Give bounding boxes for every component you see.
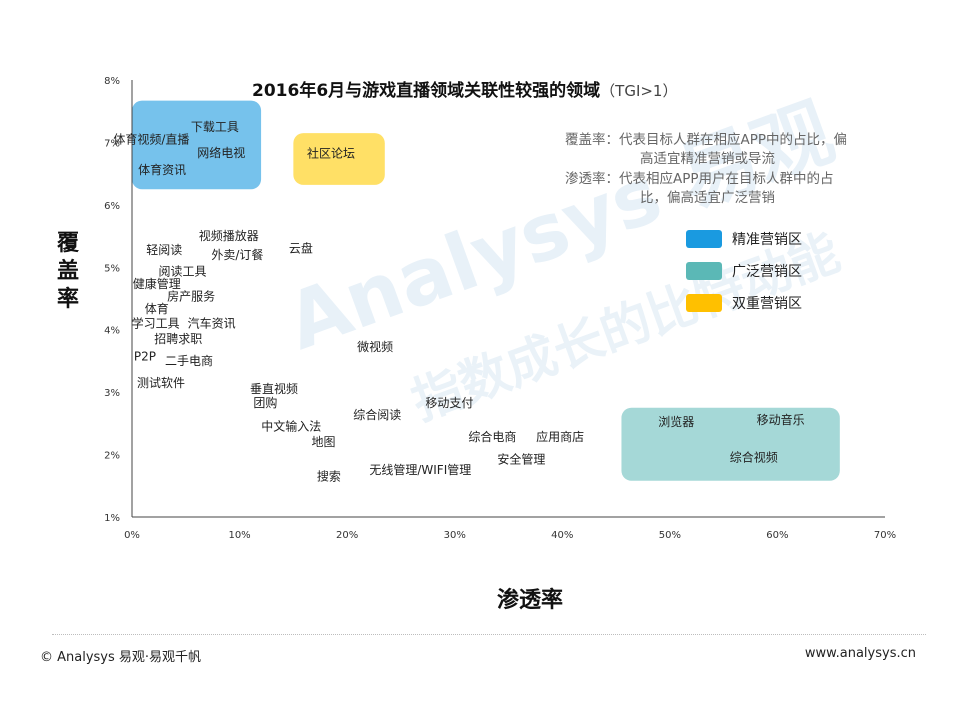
legend-label: 广泛营销区: [732, 264, 802, 280]
data-label: 汽车资讯: [188, 315, 236, 330]
data-label: 安全管理: [497, 452, 545, 467]
data-label: 云盘: [289, 241, 313, 256]
y-tick-label: 5%: [104, 263, 120, 274]
axes: 1% 2% 3% 4% 5% 6% 7% 8% 0% 10% 20% 30% 40% 50% 60% 70%: [104, 76, 896, 541]
y-tick-label: 2%: [104, 451, 120, 462]
note-line: 覆盖率：代表目标人群在相应APP中的占比，偏: [565, 131, 847, 148]
data-label: 搜索: [317, 468, 341, 483]
data-label: 移动音乐: [757, 412, 805, 427]
legend-label: 精准营销区: [732, 232, 802, 248]
y-axis-label: 覆盖率: [56, 231, 80, 312]
data-label: 体育: [145, 301, 169, 316]
data-label: 浏览器: [658, 414, 694, 429]
data-label: 测试软件: [137, 375, 185, 390]
region-3: [621, 407, 840, 481]
data-label: 无线管理/WIFI管理: [369, 462, 471, 477]
data-label: 综合电商: [468, 429, 516, 444]
data-label: 地图: [311, 435, 335, 449]
data-label: 外卖/订餐: [211, 247, 263, 262]
chart-title: 2016年6月与游戏直播领域关联性较强的领域（TGI>1）: [252, 80, 677, 101]
y-tick-label: 3%: [104, 388, 120, 399]
x-tick-label: 30%: [444, 530, 466, 541]
chart-title-suffix: （TGI>1）: [600, 82, 677, 100]
marketing-regions: [132, 100, 840, 481]
legend-swatch: [686, 262, 722, 280]
data-label: 学习工具: [132, 315, 180, 330]
region-2: [293, 133, 385, 185]
data-label: 综合阅读: [353, 407, 401, 422]
data-label: 视频播放器: [199, 228, 259, 243]
y-tick-label: 6%: [104, 201, 120, 212]
y-tick-label: 8%: [104, 76, 120, 87]
x-tick-label: 40%: [551, 530, 573, 541]
data-label: 房产服务: [167, 289, 215, 304]
definition-notes: 覆盖率：代表目标人群在相应APP中的占比，偏高适宜精准营销或导流渗透率：代表相应…: [565, 131, 847, 206]
region-1: [132, 100, 262, 190]
data-label: 轻阅读: [146, 243, 182, 257]
note-line: 比，偏高适宜广泛营销: [640, 189, 775, 206]
data-label: 体育资讯: [138, 162, 186, 177]
y-tick-label: 1%: [104, 513, 120, 524]
data-label: 阅读工具: [159, 265, 207, 279]
x-tick-label: 60%: [766, 530, 788, 541]
data-label: 社区论坛: [307, 146, 355, 161]
data-label: 移动支付: [425, 396, 473, 410]
data-label: 健康管理: [133, 276, 181, 291]
footer-divider: [52, 634, 926, 635]
note-line: 渗透率：代表相应APP用户在目标人群中的占: [565, 170, 834, 187]
data-label: 团购: [253, 395, 277, 410]
data-label: 垂直视频: [250, 381, 298, 396]
x-tick-label: 20%: [336, 530, 358, 541]
data-label: 微视频: [357, 339, 393, 354]
data-label: 综合视频: [730, 450, 778, 465]
x-axis-label: 渗透率: [497, 587, 563, 613]
data-label: 网络电视: [197, 145, 245, 160]
x-tick-label: 10%: [228, 530, 250, 541]
legend-swatch: [686, 294, 722, 312]
data-label: 应用商店: [536, 429, 584, 444]
data-label: 中文输入法: [261, 418, 321, 433]
y-tick-label: 4%: [104, 326, 120, 337]
data-label: 二手电商: [165, 353, 213, 368]
y-tick-label: 7%: [104, 138, 120, 149]
legend-label: 双重营销区: [732, 296, 802, 312]
note-line: 高适宜精准营销或导流: [640, 150, 775, 167]
data-label: 下载工具: [191, 120, 239, 134]
footer-website: www.analysys.cn: [804, 646, 916, 661]
x-tick-label: 50%: [659, 530, 681, 541]
x-tick-label: 0%: [124, 530, 140, 541]
x-tick-label: 70%: [874, 530, 896, 541]
legend-swatch: [686, 230, 722, 248]
data-label: P2P: [134, 350, 156, 364]
data-label: 体育视频/直播: [113, 131, 189, 146]
data-label: 招聘求职: [154, 332, 202, 346]
footer-copyright: © Analysys 易观·易观千帆: [40, 650, 202, 665]
chart-title-main: 2016年6月与游戏直播领域关联性较强的领域: [252, 80, 600, 101]
